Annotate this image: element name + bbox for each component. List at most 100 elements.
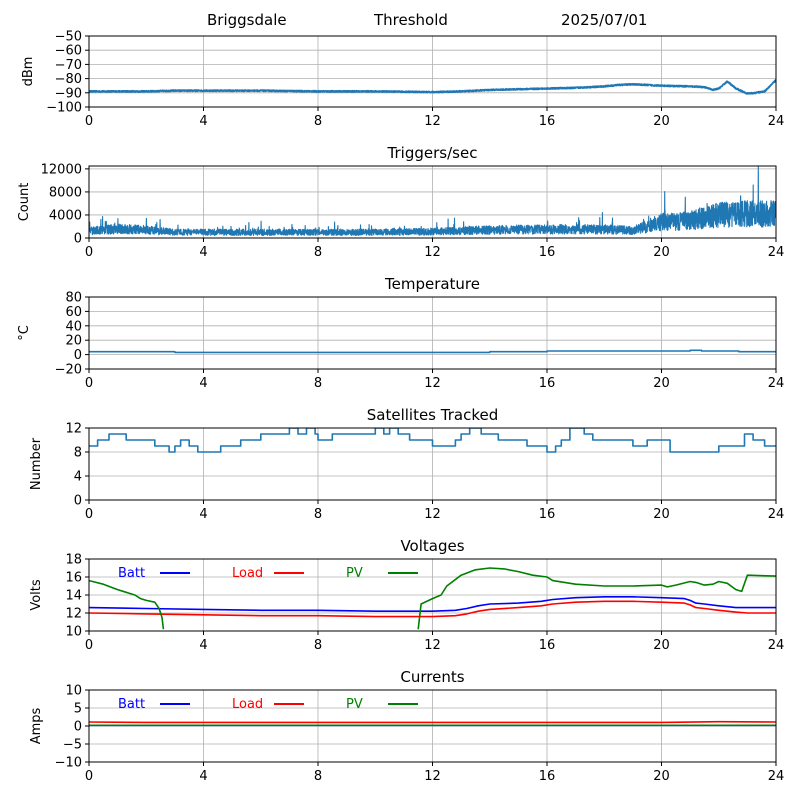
x-tick-label: 4 xyxy=(199,507,207,522)
x-tick-label: 0 xyxy=(85,114,93,129)
y-tick-label: −20 xyxy=(55,363,82,378)
x-tick-label: 4 xyxy=(199,376,207,391)
x-tick-label: 8 xyxy=(314,769,322,784)
chart-panel-5: 0 4 8 12 16 20 24 −10 −5 0 5 10 Currents Amps Batt Load… xyxy=(29,668,784,784)
x-tick-label: 8 xyxy=(314,638,322,653)
series-line-0 xyxy=(89,349,776,354)
y-tick-label: −5 xyxy=(63,738,82,753)
chart-title: Currents xyxy=(400,668,464,686)
series-group xyxy=(89,349,776,354)
y-tick-label: −60 xyxy=(55,44,82,59)
chart-panel-3: 0 4 8 12 16 20 24 0 4 8 12 Satellites Tracked Number xyxy=(29,406,784,522)
x-tick-label: 4 xyxy=(199,245,207,260)
x-tick-label: 4 xyxy=(199,769,207,784)
x-tick-label: 0 xyxy=(85,638,93,653)
x-tick-label: 0 xyxy=(85,769,93,784)
y-tick-label: 80 xyxy=(65,291,82,306)
y-tick-label: 10 xyxy=(65,625,82,640)
y-tick-label: 16 xyxy=(65,571,82,586)
series-group xyxy=(89,720,776,727)
x-tick-label: 4 xyxy=(199,638,207,653)
x-tick-label: 24 xyxy=(768,245,785,260)
chart-panel-1: 0 4 8 12 16 20 24 0 4000 8000 12000 Triggers/sec Cou… xyxy=(17,144,784,260)
y-tick-label: −70 xyxy=(55,58,82,73)
y-axis-label: dBm xyxy=(21,57,36,87)
legend-label-load: Load xyxy=(232,566,263,581)
x-tick-label: 24 xyxy=(768,769,785,784)
series-group xyxy=(89,79,776,95)
y-axis-label: Volts xyxy=(29,579,44,611)
x-tick-label: 8 xyxy=(314,376,322,391)
x-tick-label: 16 xyxy=(539,638,556,653)
y-tick-label: 5 xyxy=(74,702,82,717)
legend-label-pv: PV xyxy=(346,566,363,581)
y-axis-label: Number xyxy=(29,437,44,490)
y-tick-label: 40 xyxy=(65,319,82,334)
legend-label-pv: PV xyxy=(346,697,363,712)
y-tick-label: 14 xyxy=(65,589,82,604)
x-tick-label: 24 xyxy=(768,376,785,391)
chart-title: Triggers/sec xyxy=(387,144,478,162)
x-tick-label: 8 xyxy=(314,114,322,129)
header-date: 2025/07/01 xyxy=(561,11,648,29)
y-tick-label: 0 xyxy=(74,348,82,363)
series-line-load xyxy=(89,720,776,724)
x-tick-label: 20 xyxy=(653,114,670,129)
series-line-pv xyxy=(89,567,776,630)
x-tick-label: 16 xyxy=(539,507,556,522)
x-tick-label: 16 xyxy=(539,769,556,784)
y-tick-label: 20 xyxy=(65,334,82,349)
series-group xyxy=(89,166,776,236)
legend-label-batt: Batt xyxy=(118,566,145,581)
y-tick-label: −80 xyxy=(55,72,82,87)
y-tick-label: 0 xyxy=(74,232,82,247)
y-axis-label: °C xyxy=(17,325,32,341)
x-tick-label: 12 xyxy=(424,769,441,784)
y-tick-label: 8 xyxy=(74,446,82,461)
header-label: Threshold xyxy=(374,11,448,29)
x-tick-label: 12 xyxy=(424,376,441,391)
x-tick-label: 20 xyxy=(653,245,670,260)
y-tick-label: 12000 xyxy=(41,162,82,177)
x-tick-label: 24 xyxy=(768,114,785,129)
x-tick-label: 0 xyxy=(85,245,93,260)
y-tick-label: 0 xyxy=(74,720,82,735)
y-tick-label: −10 xyxy=(55,756,82,771)
y-axis-label: Amps xyxy=(29,707,44,744)
y-tick-label: 4000 xyxy=(49,208,82,223)
y-tick-label: −50 xyxy=(55,30,82,45)
x-tick-label: 12 xyxy=(424,507,441,522)
series-line-0 xyxy=(89,79,776,95)
x-tick-label: 12 xyxy=(424,638,441,653)
y-tick-label: 0 xyxy=(74,494,82,509)
series-group xyxy=(89,567,776,630)
y-tick-label: 4 xyxy=(74,470,82,485)
chart-title: Voltages xyxy=(400,537,464,555)
x-tick-label: 4 xyxy=(199,114,207,129)
legend-label-load: Load xyxy=(232,697,263,712)
x-tick-label: 8 xyxy=(314,507,322,522)
legend-label-batt: Batt xyxy=(118,697,145,712)
x-tick-label: 0 xyxy=(85,507,93,522)
x-tick-label: 24 xyxy=(768,507,785,522)
x-tick-label: 20 xyxy=(653,376,670,391)
series-group xyxy=(89,428,776,453)
y-tick-label: 8000 xyxy=(49,185,82,200)
series-line-0 xyxy=(89,428,776,453)
x-tick-label: 8 xyxy=(314,245,322,260)
x-tick-label: 24 xyxy=(768,638,785,653)
y-tick-label: 18 xyxy=(65,553,82,568)
series-line-batt xyxy=(89,596,776,612)
y-tick-label: 10 xyxy=(65,684,82,699)
chart-title: Satellites Tracked xyxy=(367,406,498,424)
x-tick-label: 20 xyxy=(653,638,670,653)
x-tick-label: 12 xyxy=(424,245,441,260)
series-line-load xyxy=(89,600,776,618)
x-tick-label: 16 xyxy=(539,114,556,129)
x-tick-label: 20 xyxy=(653,769,670,784)
x-tick-label: 20 xyxy=(653,507,670,522)
y-tick-label: 12 xyxy=(65,607,82,622)
y-tick-label: −100 xyxy=(46,101,82,116)
